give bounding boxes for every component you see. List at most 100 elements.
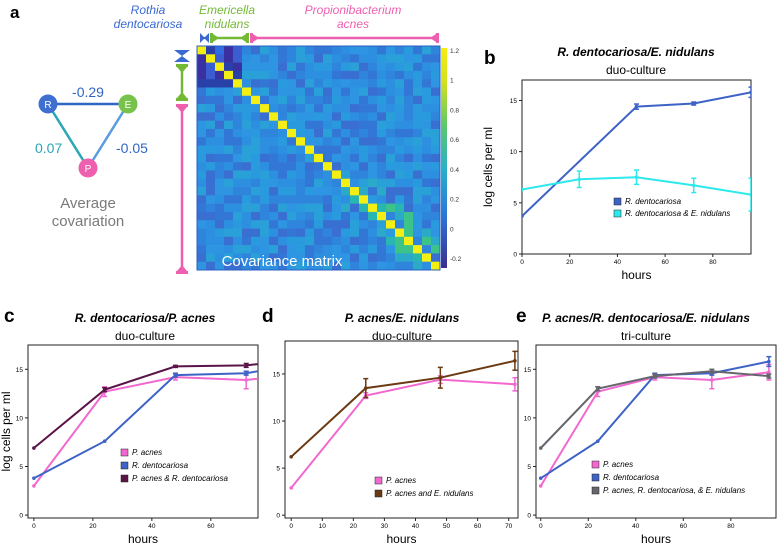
matrix-cell [296, 203, 306, 213]
matrix-cell [242, 261, 252, 271]
matrix-cell [206, 236, 216, 246]
series-line [290, 378, 515, 489]
matrix-cell [224, 62, 234, 72]
matrix-cell [305, 170, 315, 180]
matrix-cell [287, 46, 297, 55]
matrix-cell [251, 178, 261, 188]
matrix-cell [377, 228, 387, 238]
matrix-cell [269, 112, 279, 121]
matrix-cell [377, 187, 387, 196]
legend-label: R. dentocariosa [132, 461, 189, 470]
x-tick-label: 60 [207, 523, 215, 530]
matrix-cell [269, 137, 279, 146]
chart-title: P. acnes/R. dentocariosa/E. nidulans [542, 311, 750, 325]
matrix-cell [206, 87, 216, 97]
matrix-cell [323, 120, 333, 130]
edge-e-p-value: -0.05 [116, 140, 148, 156]
matrix-cell [413, 187, 423, 196]
matrix-cell [269, 54, 279, 63]
matrix-cell [278, 203, 288, 213]
colorbar-tick-label: 1 [450, 78, 454, 85]
matrix-cell [206, 228, 216, 238]
matrix-cell [431, 203, 441, 213]
matrix-cell [341, 120, 351, 130]
matrix-cell [224, 228, 234, 238]
matrix-cell [206, 253, 216, 263]
matrix-cell [269, 62, 279, 72]
matrix-cell [287, 170, 297, 180]
matrix-cell [296, 178, 306, 188]
matrix-cell [305, 245, 315, 254]
x-tick-label: 20 [585, 523, 593, 530]
matrix-cell [260, 162, 270, 171]
matrix-cell [296, 145, 306, 155]
matrix-cell [233, 245, 243, 254]
edge-r-e-value: -0.29 [72, 84, 104, 100]
panel-d-chart: d P. acnes/E. nidulans duo-culture 0 10 20 30 4… [262, 306, 519, 546]
matrix-cell [314, 128, 324, 138]
matrix-cell [341, 145, 351, 155]
matrix-cell [404, 195, 414, 204]
matrix-cell [377, 220, 387, 229]
matrix-cell [278, 211, 288, 221]
matrix-cell [296, 95, 306, 105]
matrix-cell [395, 87, 405, 97]
matrix-cell [368, 195, 378, 204]
matrix-cell [197, 220, 207, 229]
data-point [538, 446, 543, 450]
matrix-cell [404, 128, 414, 138]
matrix-cell [395, 70, 405, 80]
matrix-cell [233, 128, 243, 138]
matrix-cell [332, 128, 342, 138]
group-label-rothia-1: Rothia [131, 3, 166, 17]
matrix-cell [296, 112, 306, 121]
matrix-cell [359, 228, 369, 238]
matrix-cell [413, 211, 423, 221]
matrix-cell [224, 187, 234, 196]
data-point [595, 439, 600, 444]
matrix-cell [206, 145, 216, 155]
matrix-cell [377, 253, 387, 263]
matrix-cell [359, 253, 369, 263]
matrix-cell [269, 245, 279, 254]
data-point [538, 484, 543, 488]
matrix-cell [332, 54, 342, 63]
matrix-cell [368, 54, 378, 63]
matrix-cell [368, 137, 378, 146]
matrix-cell [431, 162, 441, 171]
matrix-cell [368, 62, 378, 72]
matrix-cell [395, 195, 405, 204]
matrix-cell [395, 228, 405, 238]
matrix-cell [359, 245, 369, 254]
matrix-cell [323, 62, 333, 72]
matrix-cell [260, 145, 270, 155]
y-tick-label: 5 [527, 464, 531, 471]
matrix-cell [278, 187, 288, 196]
data-point [749, 192, 751, 197]
chart-subtitle: duo-culture [115, 329, 175, 343]
matrix-cell [215, 187, 225, 196]
matrix-cell [251, 236, 261, 246]
matrix-cell [305, 178, 315, 188]
matrix-cell [404, 153, 414, 163]
matrix-cell [242, 162, 252, 171]
matrix-cell [215, 54, 225, 63]
matrix-cell [404, 261, 414, 271]
matrix-cell [314, 170, 324, 180]
legend-label: P. acnes [132, 448, 162, 457]
y-tick-label: 5 [513, 200, 517, 207]
matrix-cell [413, 46, 423, 55]
matrix-cell [350, 153, 360, 163]
matrix-cell [404, 79, 414, 88]
matrix-cell [278, 162, 288, 171]
matrix-cell [368, 104, 378, 113]
matrix-cell [314, 211, 324, 221]
matrix-cell [260, 95, 270, 105]
matrix-cell [224, 120, 234, 130]
matrix-cell [305, 137, 315, 146]
matrix-cell [197, 162, 207, 171]
matrix-cell [269, 203, 279, 213]
matrix-cell [269, 261, 279, 271]
data-point [438, 375, 443, 380]
